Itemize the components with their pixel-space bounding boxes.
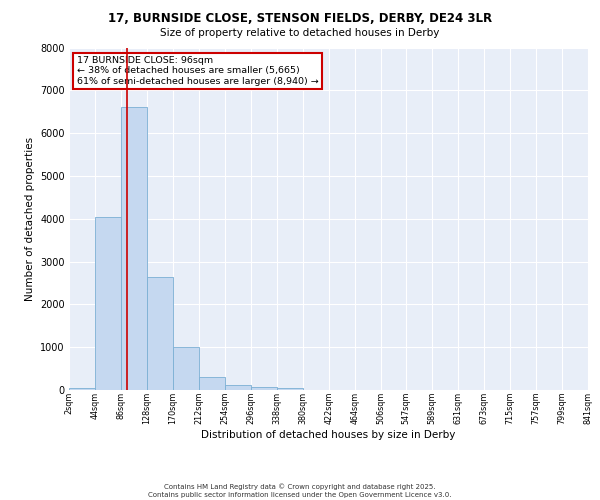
Text: 17, BURNSIDE CLOSE, STENSON FIELDS, DERBY, DE24 3LR: 17, BURNSIDE CLOSE, STENSON FIELDS, DERB…: [108, 12, 492, 26]
Bar: [69, 388, 95, 390]
Text: Size of property relative to detached houses in Derby: Size of property relative to detached ho…: [160, 28, 440, 38]
Text: Contains HM Land Registry data © Crown copyright and database right 2025.
Contai: Contains HM Land Registry data © Crown c…: [148, 484, 452, 498]
Bar: [121, 108, 147, 390]
Bar: [173, 347, 199, 390]
Bar: [225, 386, 251, 390]
Bar: [147, 276, 173, 390]
Bar: [251, 387, 277, 390]
Bar: [277, 388, 302, 390]
X-axis label: Distribution of detached houses by size in Derby: Distribution of detached houses by size …: [202, 430, 455, 440]
Text: 17 BURNSIDE CLOSE: 96sqm
← 38% of detached houses are smaller (5,665)
61% of sem: 17 BURNSIDE CLOSE: 96sqm ← 38% of detach…: [77, 56, 319, 86]
Y-axis label: Number of detached properties: Number of detached properties: [25, 136, 35, 301]
Bar: [95, 218, 121, 390]
Bar: [199, 377, 225, 390]
